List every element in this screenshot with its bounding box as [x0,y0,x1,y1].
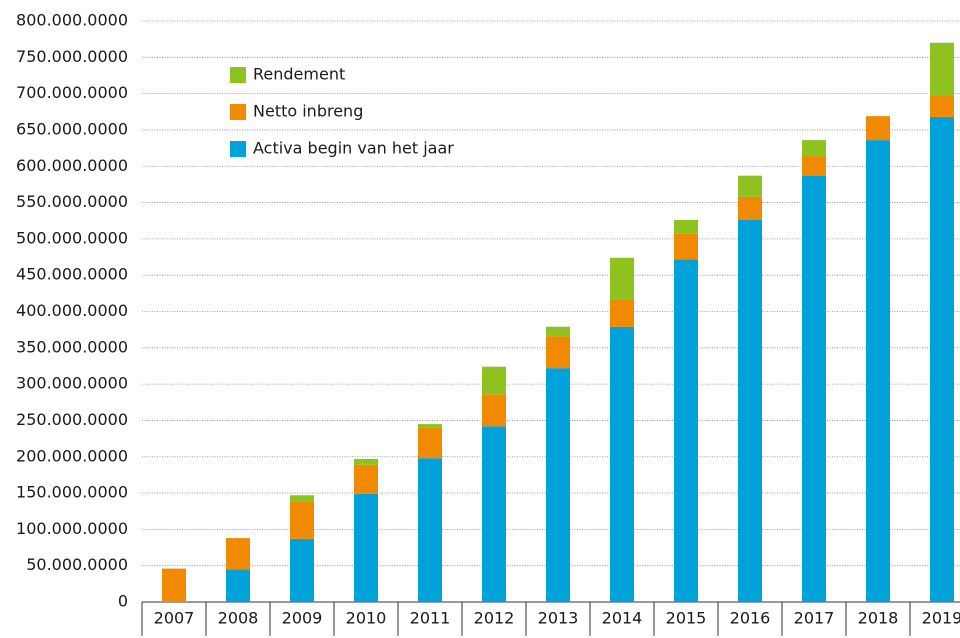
y-tick-label: 750.000.0000 [16,47,128,66]
x-tick-label: 2018 [858,609,899,628]
bar-segment [226,538,250,570]
bar-segment [354,458,378,465]
y-tick-label: 450.000.0000 [16,265,128,284]
bar-segment [930,95,954,117]
bar-segment [482,426,506,602]
bar-segment [674,259,698,602]
y-tick-label: 50.000.0000 [26,555,128,574]
y-tick-label: 500.000.0000 [16,228,128,247]
bar-segment [930,116,954,603]
y-tick-label: 400.000.0000 [16,301,128,320]
bar-segment [418,458,442,602]
bar-segment [674,233,698,260]
legend-label: Netto inbreng [253,102,363,121]
bar-segment [546,326,570,337]
bar-segment [354,493,378,602]
x-tick-label: 2008 [218,609,259,628]
bar-segment [354,464,378,494]
x-tick-label: 2007 [154,609,195,628]
bar-segment [418,427,442,459]
x-tick-label: 2012 [474,609,515,628]
bar-segment [290,501,314,539]
bar-segment [226,569,250,602]
bar-segment [546,336,570,369]
x-tick-label: 2009 [282,609,323,628]
bar-segment [866,116,890,141]
y-tick-label: 100.000.0000 [16,519,128,538]
bar-segment [290,538,314,602]
y-tick-label: 800.000.0000 [16,11,128,30]
x-tick-label: 2019 [922,609,960,628]
bar-segment [738,219,762,602]
x-tick-label: 2017 [794,609,835,628]
y-tick-label: 300.000.0000 [16,374,128,393]
x-tick-label: 2010 [346,609,387,628]
x-tick-label: 2016 [730,609,771,628]
bar-segment [866,140,890,603]
bar-segment [546,368,570,602]
y-tick-label: 0 [118,592,128,611]
legend-swatch [230,141,246,157]
legend-label: Activa begin van het jaar [253,139,454,158]
bar-segment [610,257,634,300]
x-tick-label: 2014 [602,609,643,628]
bar-segment [610,299,634,327]
legend-swatch [230,67,246,83]
bar-segment [738,175,762,197]
x-tick-label: 2013 [538,609,579,628]
x-tick-label: 2015 [666,609,707,628]
x-tick-label: 2011 [410,609,451,628]
bar-segment [738,196,762,220]
y-tick-label: 200.000.0000 [16,446,128,465]
y-tick-label: 650.000.0000 [16,119,128,138]
y-tick-label: 250.000.0000 [16,410,128,429]
bar-segment [418,424,442,428]
bar-segment [802,140,826,157]
legend-label: Rendement [253,65,345,84]
bar-segment [290,495,314,502]
bar-segment [674,219,698,234]
bar-segment [162,568,186,602]
bar-segment [802,175,826,602]
bar-segment [610,326,634,602]
bar-segment [482,366,506,395]
bar-segment [482,394,506,427]
y-tick-label: 600.000.0000 [16,156,128,175]
y-tick-label: 700.000.0000 [16,83,128,102]
y-tick-label: 550.000.0000 [16,192,128,211]
bar-segment [930,42,954,96]
bar-segment [802,156,826,176]
legend-swatch [230,104,246,120]
y-tick-label: 350.000.0000 [16,337,128,356]
y-tick-label: 150.000.0000 [16,483,128,502]
